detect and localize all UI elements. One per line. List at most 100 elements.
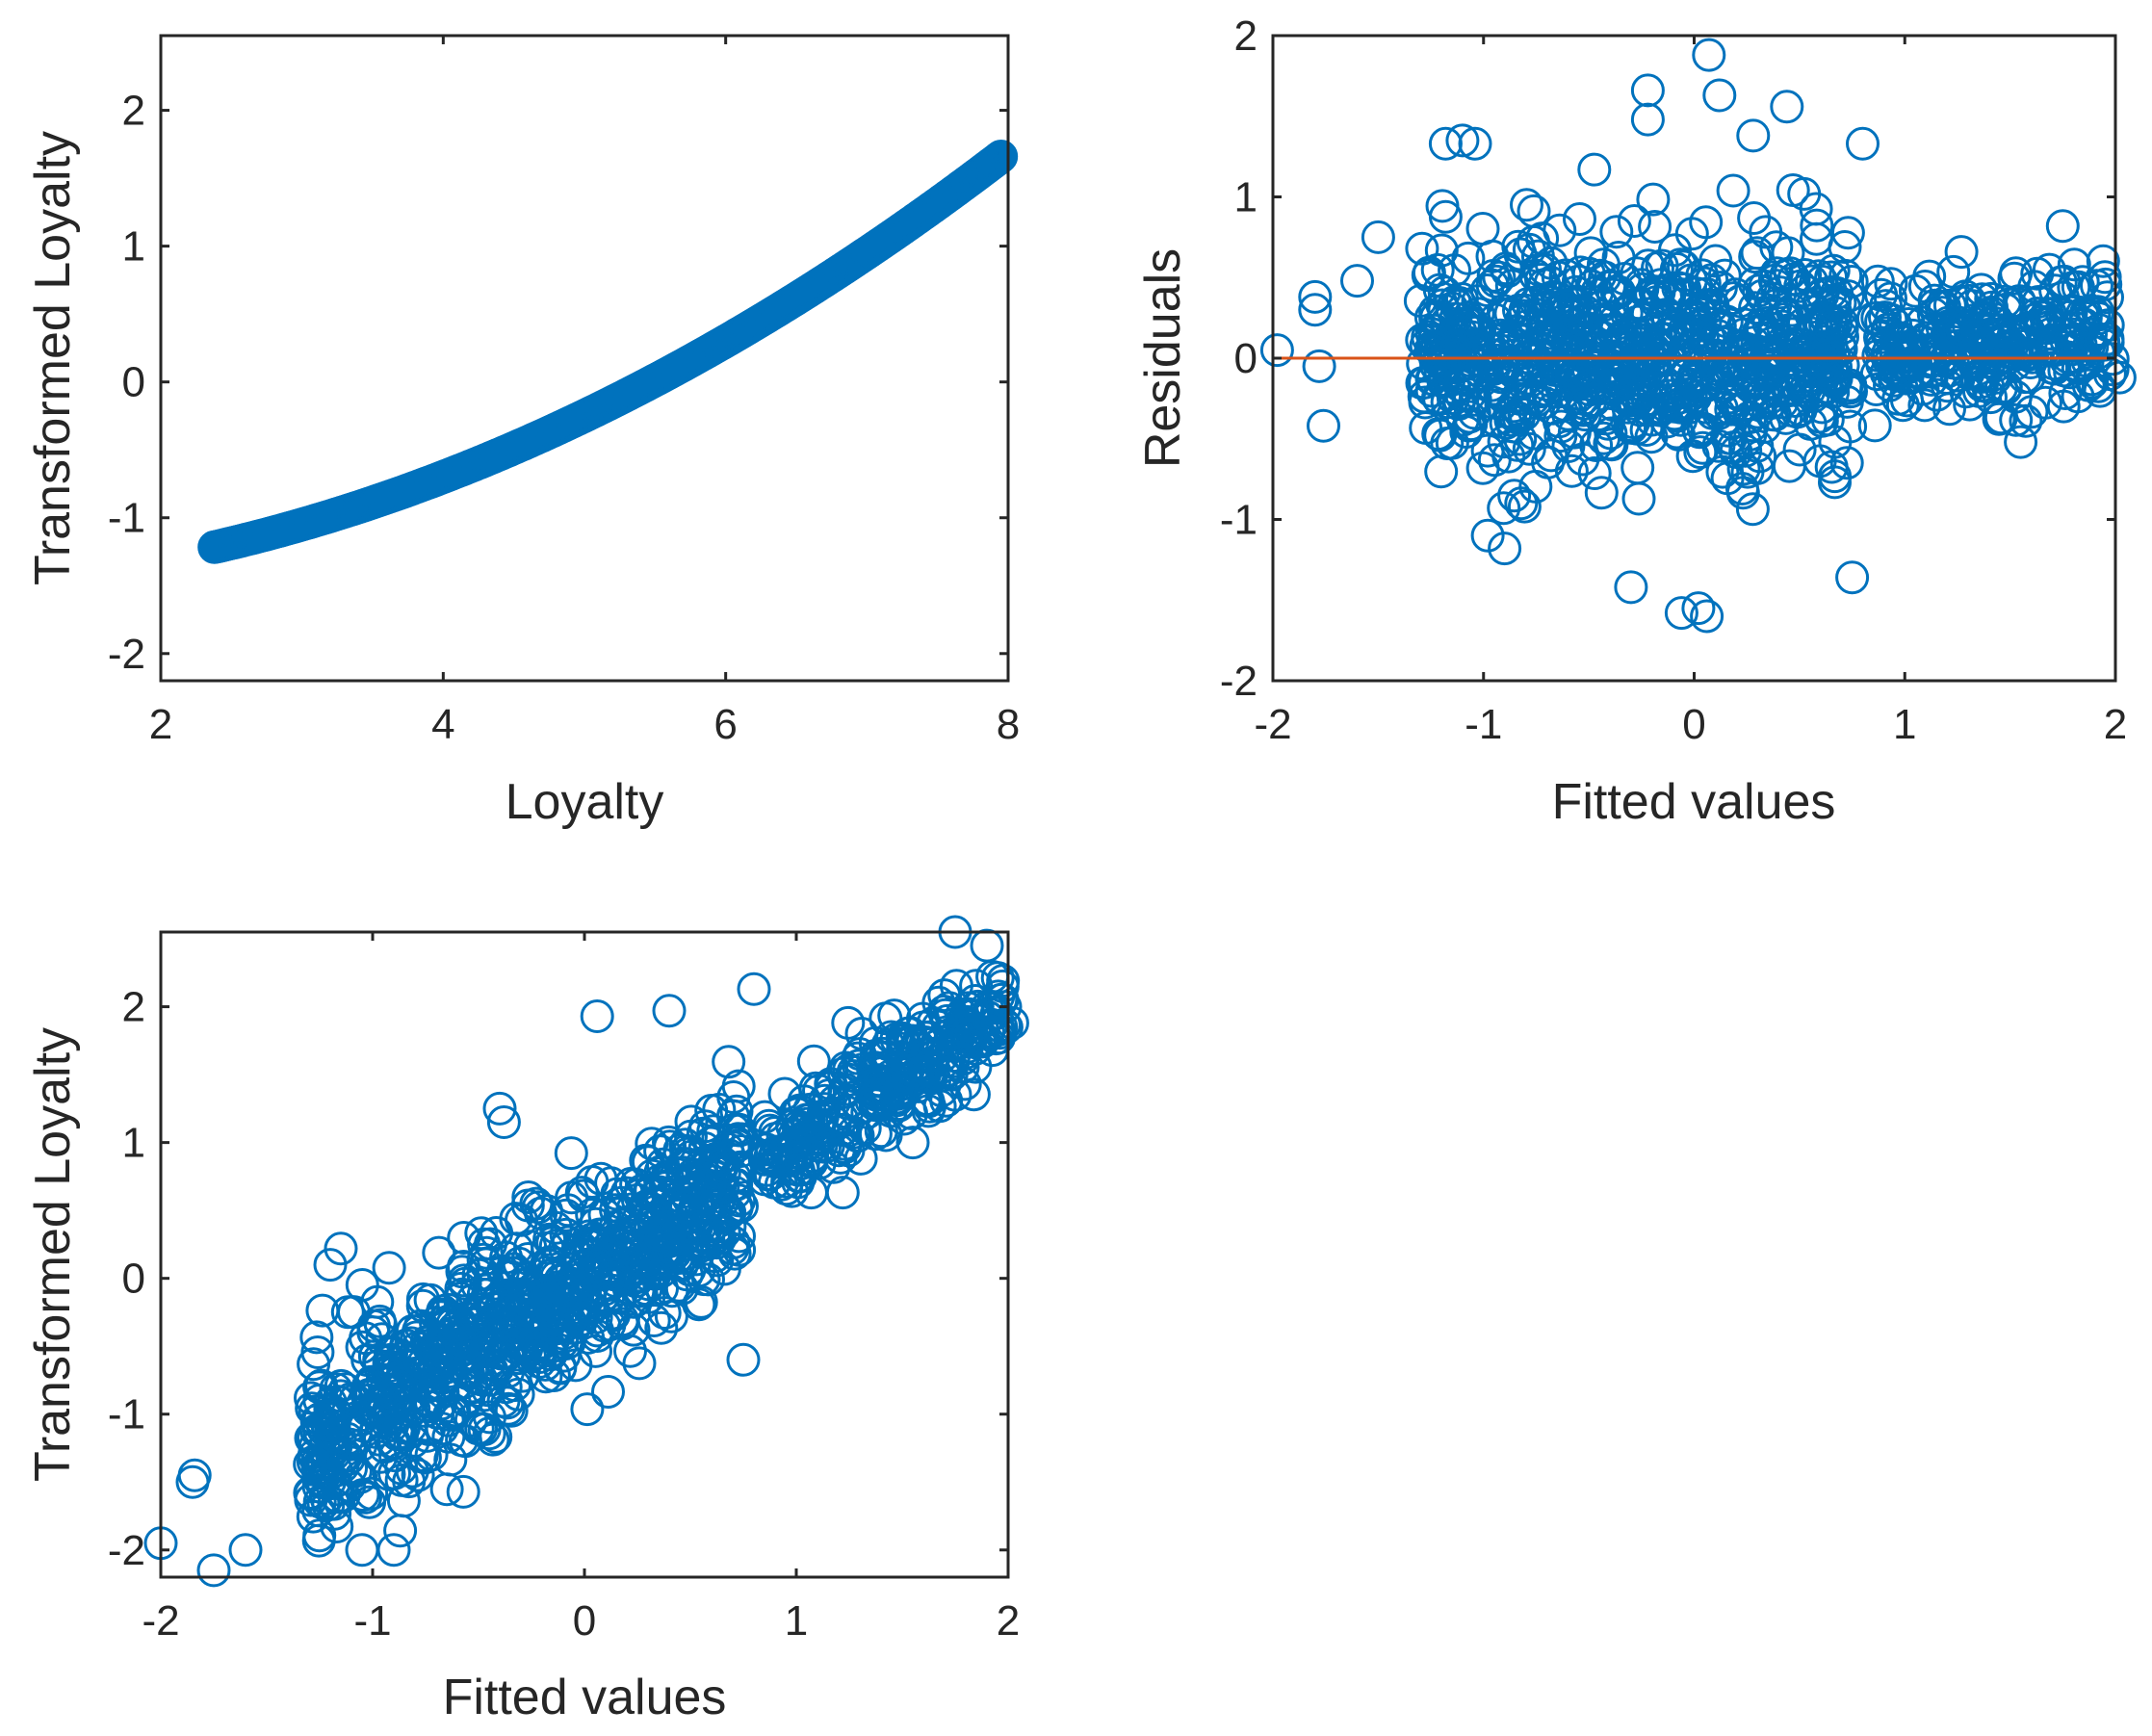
x-tick-label: 6: [713, 701, 737, 748]
data-point: [2090, 322, 2125, 356]
data-point: [1487, 491, 1521, 526]
data-point: [1917, 288, 1952, 323]
x-tick-label: -2: [1254, 701, 1291, 748]
data-point: [1445, 123, 1480, 158]
y-tick-label: -1: [108, 495, 145, 542]
data-point: [1685, 430, 1720, 465]
data-point: [402, 1313, 436, 1348]
data-point: [1340, 264, 1374, 298]
data-point: [1418, 294, 1452, 328]
data-point: [1307, 408, 1340, 443]
data-point: [491, 1391, 526, 1426]
y-tick-label: 1: [122, 223, 145, 271]
data-point: [1932, 305, 1965, 340]
x-tick-labels: -2 -1 0 1 2: [142, 1597, 1020, 1645]
data-point: [354, 1364, 389, 1399]
data-point: [791, 1106, 825, 1141]
data-point: [228, 1533, 263, 1568]
data-point: [446, 1474, 480, 1509]
data-point: [911, 1094, 946, 1128]
data-point: [1543, 419, 1578, 453]
data-point: [1931, 369, 1965, 403]
data-point: [1629, 413, 1664, 447]
data-point: [1524, 263, 1558, 297]
data-point: [1723, 284, 1757, 319]
data-point: [447, 1221, 481, 1255]
data-point: [529, 1194, 563, 1228]
data-point: [652, 994, 687, 1028]
y-tick-label: -2: [108, 631, 145, 678]
y-axis-label: Transformed Loyalty: [25, 1027, 81, 1482]
tick-marks: [1271, 34, 2117, 683]
data-point: [1411, 258, 1445, 293]
data-point: [1594, 416, 1628, 451]
subplot-residuals-vs-fitted: -2 -1 0 1 2 -2 -1 0 1 2 Fitted values Residuals: [1135, 13, 2137, 830]
data-point: [651, 1233, 686, 1268]
data-point: [1644, 313, 1678, 348]
data-point: [710, 1197, 744, 1231]
data-point: [1782, 432, 1817, 467]
data-point: [430, 1292, 465, 1327]
data-point: [575, 1165, 609, 1199]
data-point: [177, 1458, 212, 1492]
x-tick-label: 2: [149, 701, 172, 748]
data-point: [384, 1463, 419, 1497]
data-point: [1451, 241, 1486, 275]
data-point: [1656, 383, 1691, 418]
data-point: [1925, 296, 1959, 330]
data-point: [1814, 305, 1849, 340]
data-point: [591, 1375, 625, 1409]
data-point: [431, 1419, 466, 1454]
data-point: [1668, 343, 1702, 377]
data-point: [1552, 304, 1586, 339]
data-point: [786, 1153, 820, 1187]
data-point: [701, 1122, 736, 1156]
data-point: [1962, 374, 1996, 408]
data-point: [900, 1028, 935, 1063]
data-point: [484, 1336, 519, 1371]
data-point: [981, 979, 1016, 1014]
data-point: [970, 928, 1004, 963]
tick-marks: [159, 36, 1010, 681]
data-point: [510, 1242, 545, 1276]
data-point: [447, 1250, 480, 1283]
data-point: [1584, 476, 1619, 510]
data-point: [879, 1022, 914, 1056]
data-point: [383, 1514, 418, 1548]
data-point: [493, 1259, 528, 1294]
data-point: [926, 1055, 961, 1090]
data-point: [1465, 345, 1500, 379]
axes-frame: [159, 34, 1010, 683]
data-point: [995, 1006, 1029, 1040]
data-point: [716, 1080, 751, 1114]
x-tick-labels: 2 4 6 8: [149, 701, 1020, 748]
data-point: [551, 1251, 585, 1285]
x-tick-label: 1: [1893, 701, 1916, 748]
data-point: [758, 1116, 792, 1150]
data-point: [798, 1071, 833, 1105]
data-point: [1846, 126, 1880, 161]
data-point: [635, 1127, 669, 1161]
data-point: [1418, 331, 1453, 366]
data-point: [535, 1226, 570, 1260]
data-point: [486, 1105, 521, 1139]
data-point: [511, 1180, 546, 1214]
y-tick-labels: -2 -1 0 1 2: [108, 984, 145, 1574]
data-point: [748, 1132, 783, 1167]
data-point: [2055, 332, 2089, 367]
data-point: [825, 1176, 860, 1210]
data-point: [301, 1493, 336, 1528]
data-point: [1588, 354, 1622, 389]
data-point: [380, 1417, 415, 1452]
subplot-loyalty-vs-transformed: 2 4 6 8 -2 -1 0 1 2 Loyalty Transformed Loyalty: [25, 34, 1020, 830]
data-point: [1719, 388, 1752, 422]
data-point: [1518, 469, 1553, 504]
data-point: [654, 1235, 688, 1270]
data-point: [1577, 456, 1612, 490]
data-point: [895, 1126, 930, 1160]
data-point: [1510, 188, 1543, 222]
data-point: [684, 1284, 718, 1319]
data-point: [884, 1074, 919, 1108]
data-point: [1427, 363, 1462, 397]
data-point: [1800, 221, 1833, 256]
